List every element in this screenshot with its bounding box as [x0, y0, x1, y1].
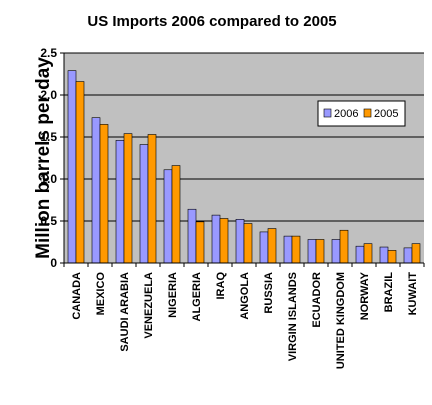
bar-2006: [115, 140, 125, 264]
legend-label-2005: 2005: [374, 108, 398, 120]
x-tick-label: ALGERIA: [191, 272, 203, 322]
x-tick-label: VENEZUELA: [143, 272, 155, 339]
axes: [60, 52, 425, 267]
x-tick-label: NORWAY: [359, 271, 371, 320]
bar-2005: [195, 221, 205, 264]
y-tick-label: 2.5: [40, 46, 57, 60]
bar-2005: [171, 165, 181, 264]
y-tick-label: 1.0: [40, 172, 57, 186]
y-tick-label: 0.5: [40, 214, 57, 228]
x-tick-label: BRAZIL: [383, 272, 395, 313]
bar-2006: [211, 214, 221, 264]
x-tick-label: CANADA: [71, 272, 83, 320]
bar-2006: [379, 246, 389, 264]
y-tick-label: 1.5: [40, 130, 57, 144]
x-tick-label: RUSSIA: [263, 272, 275, 314]
x-tick-label: VIRGIN ISLANDS: [287, 272, 299, 361]
bar-2005: [147, 134, 157, 264]
bar-2006: [163, 169, 173, 264]
x-tick-label: KUWAIT: [407, 272, 419, 316]
x-tick-label: NIGERIA: [167, 272, 179, 318]
bar-2006: [355, 245, 365, 264]
y-tick-label: 2.0: [40, 88, 57, 102]
x-tick-label: UNITED KINGDOM: [335, 272, 347, 369]
x-tick-label: IRAQ: [215, 272, 227, 300]
bar-2006: [307, 239, 317, 264]
bar-2006: [283, 235, 293, 264]
legend-box: [317, 100, 406, 127]
bar-2006: [259, 231, 269, 264]
bar-2006: [139, 144, 149, 264]
bar-2005: [243, 223, 253, 264]
x-tick-label: ANGOLA: [239, 272, 251, 320]
bar-2005: [363, 243, 373, 264]
y-tick-label: 0: [50, 256, 57, 270]
bar-2005: [99, 124, 109, 264]
bar-2006: [331, 239, 341, 264]
legend-swatch-2005: [363, 108, 372, 118]
y-axis-label: Million barrels per day: [33, 57, 54, 259]
bar-2005: [387, 250, 397, 264]
legend-swatch-2006: [323, 108, 332, 118]
bar-2006: [67, 70, 77, 264]
legend: 2006 2005: [317, 100, 406, 127]
bar-2006: [91, 117, 101, 264]
bar-2006: [403, 247, 413, 264]
x-tick-label: MEXICO: [95, 272, 107, 316]
bar-2005: [267, 228, 277, 264]
bar-2005: [315, 239, 325, 264]
chart-title: US Imports 2006 compared to 2005: [87, 13, 336, 30]
x-tick-labels: CANADA MEXICO SAUDI ARABIA VENEZUELA NIGERIA…: [71, 271, 419, 369]
bar-2006: [187, 208, 197, 264]
bar-2005: [339, 229, 349, 264]
bar-2005: [123, 133, 133, 264]
bar-2005: [75, 81, 85, 264]
y-tick-labels: 0 0.5 1.0 1.5 2.0 2.5: [40, 46, 57, 270]
bar-2005: [411, 243, 421, 264]
bar-2005: [219, 218, 229, 264]
x-tick-label: ECUADOR: [311, 272, 323, 328]
legend-label-2006: 2006: [334, 108, 358, 120]
x-tick-label: SAUDI ARABIA: [119, 272, 131, 352]
bar-2006: [235, 219, 245, 264]
bar-2005: [291, 235, 301, 264]
